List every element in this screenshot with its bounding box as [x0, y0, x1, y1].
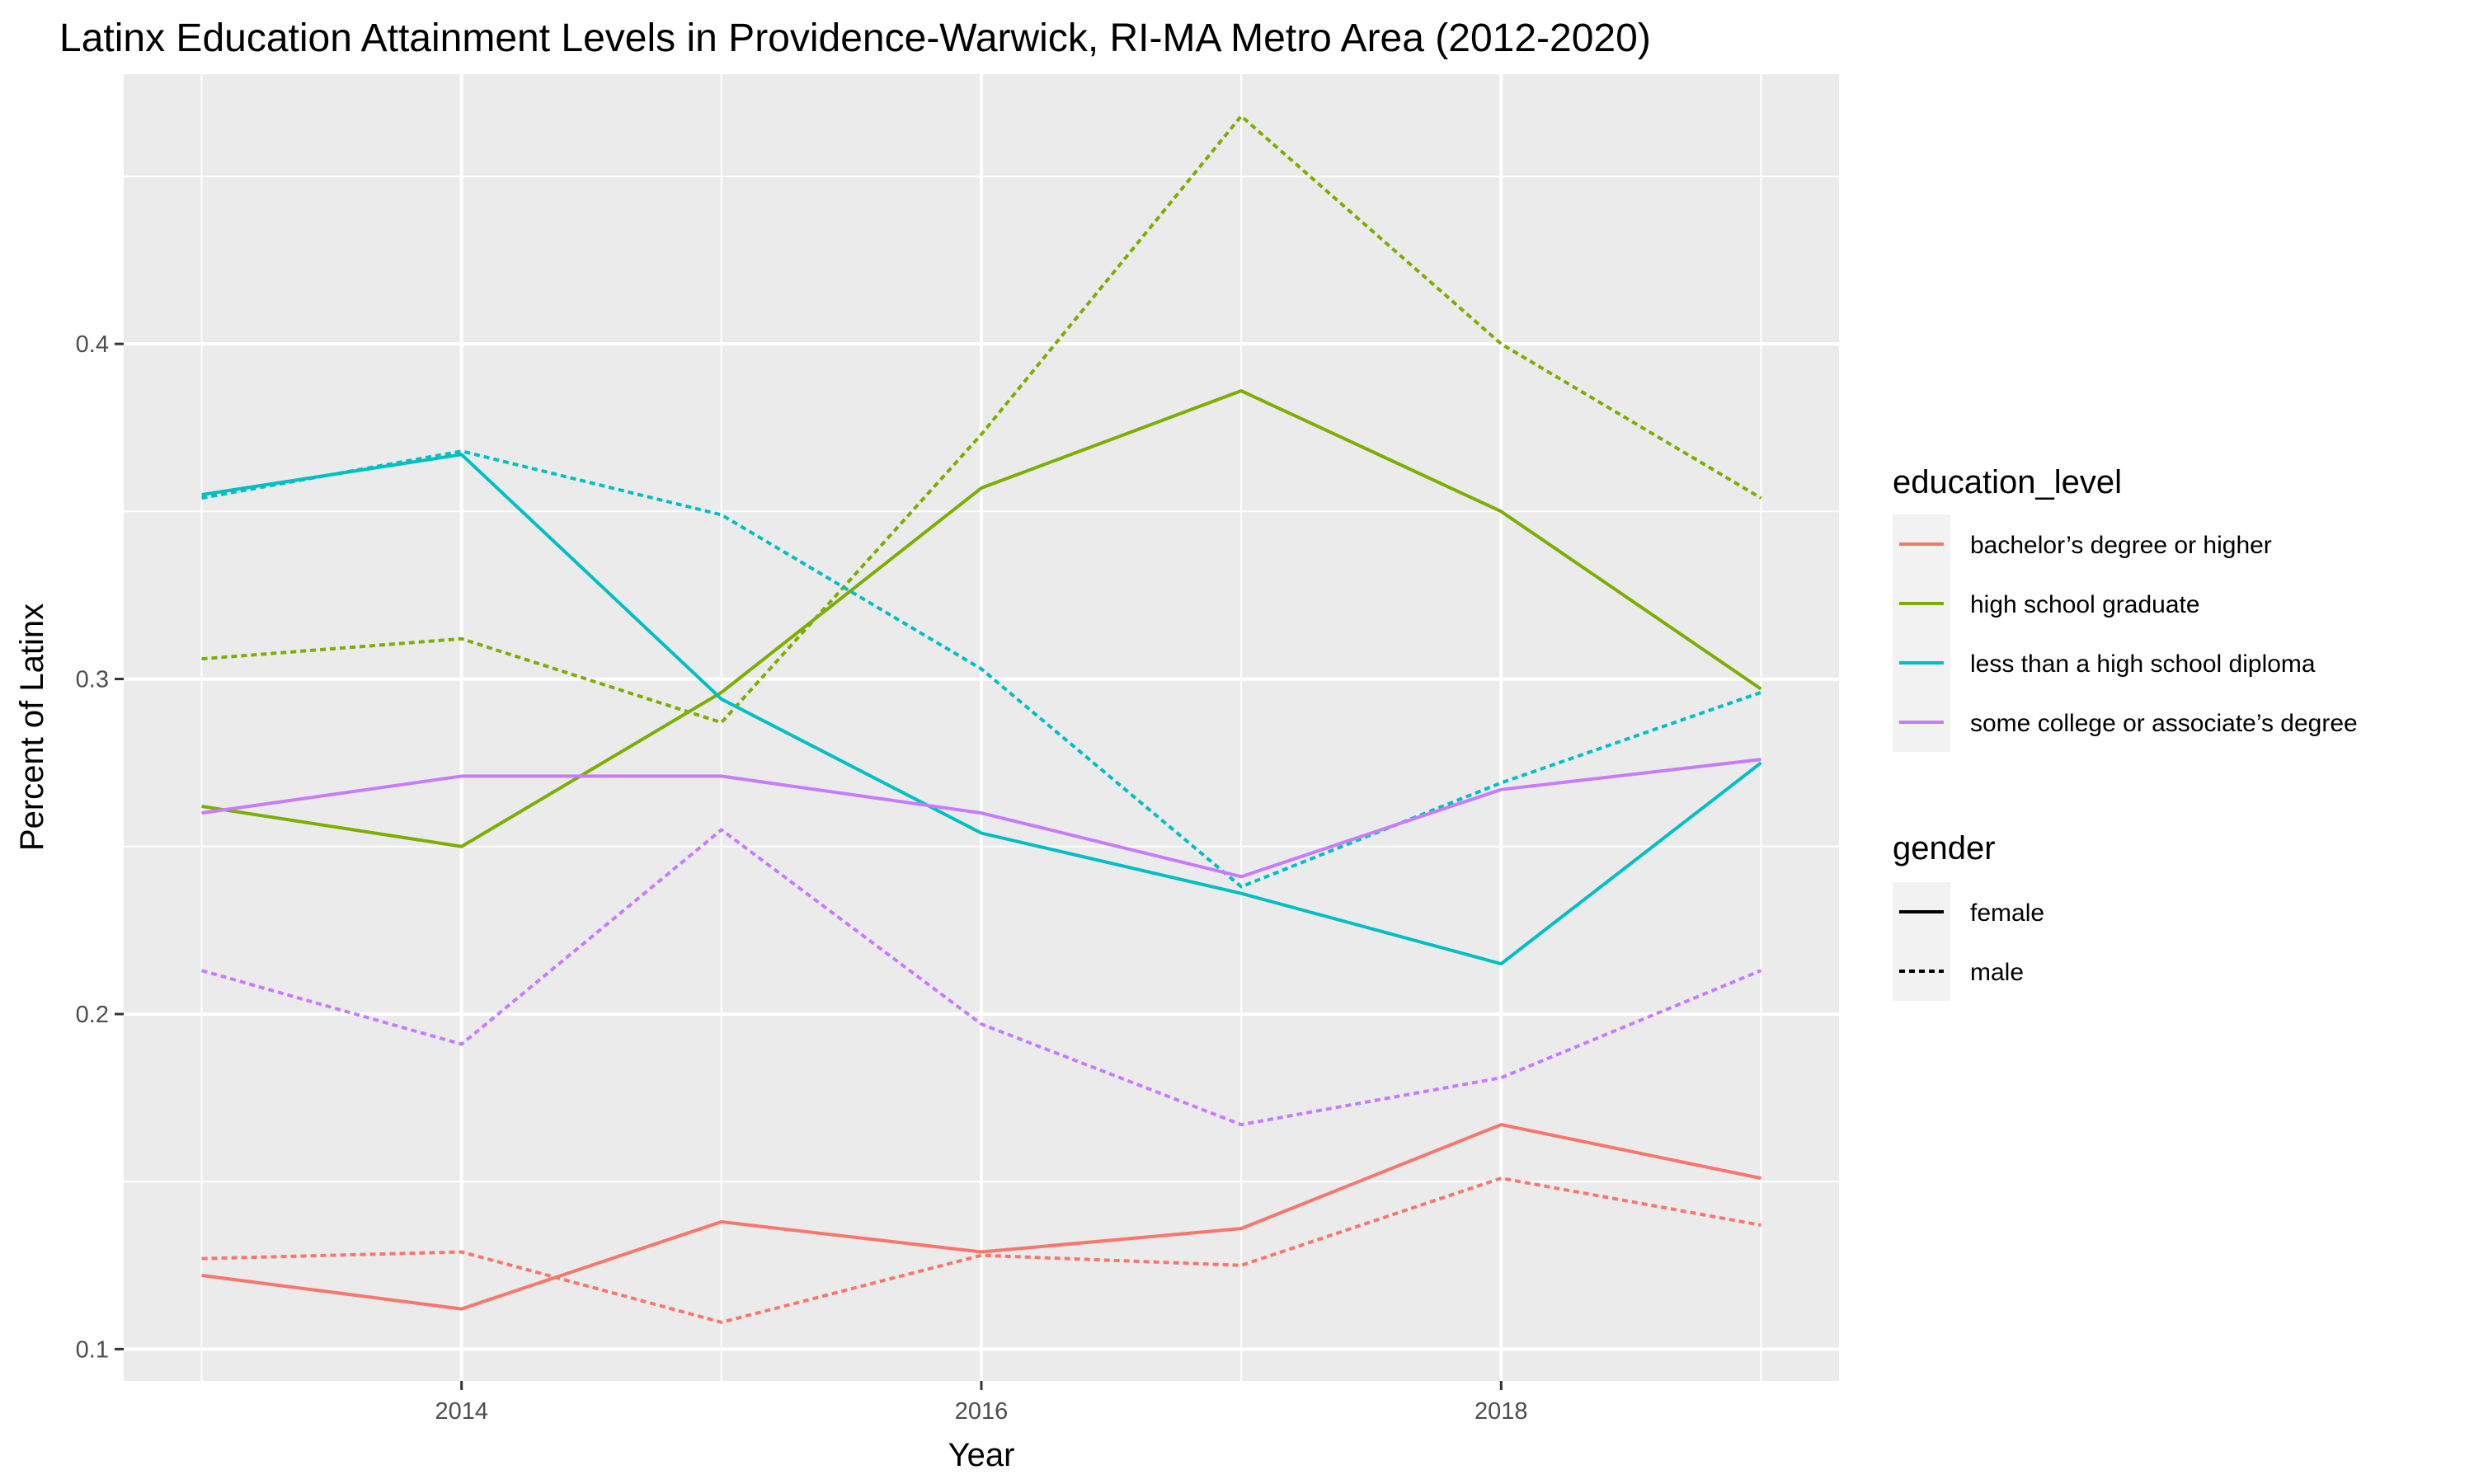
- legend-label: some college or associate’s degree: [1970, 710, 2358, 737]
- legend-label: male: [1970, 959, 2024, 986]
- y-tick-label: 0.4: [76, 331, 109, 358]
- x-tick-label: 2016: [955, 1398, 1009, 1425]
- y-tick-label: 0.3: [76, 667, 109, 693]
- x-tick-label: 2018: [1475, 1398, 1528, 1425]
- x-axis-label: Year: [948, 1437, 1015, 1473]
- legend-label: bachelor’s degree or higher: [1970, 532, 2272, 559]
- legend-label: less than a high school diploma: [1970, 650, 2316, 678]
- legend-title-gender: gender: [1893, 830, 1996, 866]
- x-tick-label: 2014: [435, 1398, 488, 1425]
- y-tick-label: 0.1: [76, 1336, 109, 1363]
- legend-title-education-level: education_level: [1893, 464, 2122, 500]
- chart-title: Latinx Education Attainment Levels in Pr…: [59, 16, 1651, 60]
- legend-label: high school graduate: [1970, 591, 2200, 618]
- legend-label: female: [1970, 899, 2044, 927]
- y-tick-label: 0.2: [76, 1002, 109, 1028]
- y-axis-label: Percent of Latinx: [14, 603, 50, 851]
